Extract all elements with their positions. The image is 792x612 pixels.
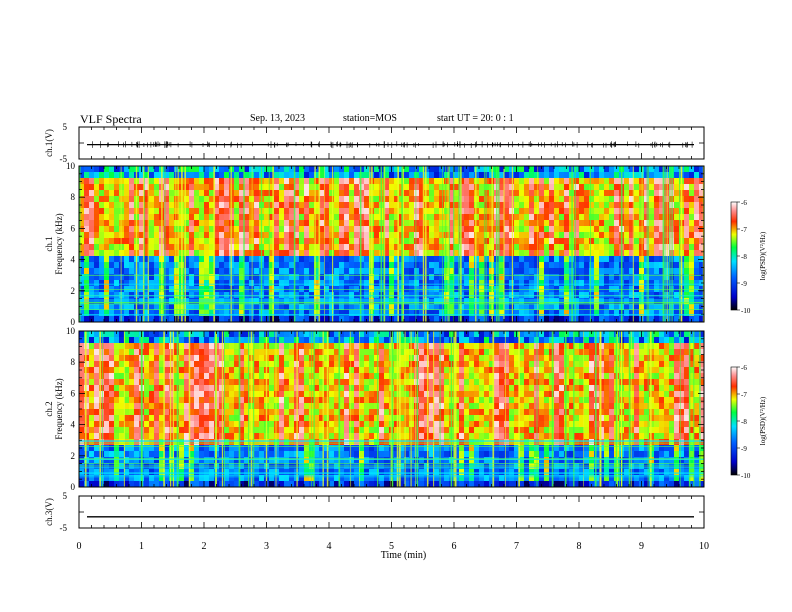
ch1-colorbar-tick--7: -7 <box>741 226 747 234</box>
ch2-colorbar-tick--8: -8 <box>741 418 747 426</box>
ch2spec-y-tick-8: 8 <box>71 357 76 367</box>
x-tick-label-5: 5 <box>389 541 394 552</box>
x-tick-label-1: 1 <box>139 541 144 552</box>
ch2spec-y-tick-2: 2 <box>71 451 76 461</box>
ch2spec-y-tick-0: 0 <box>71 482 76 492</box>
ch1-colorbar-label: log(PSD)(V²/Hz) <box>759 231 767 280</box>
ch1-y-axis-label: ch.1(V) <box>44 129 54 157</box>
ch1spec-panel-frame <box>78 165 705 323</box>
ch2spec-y-axis-label: Frequency (kHz) <box>54 378 64 439</box>
station-label: station=MOS <box>343 113 397 124</box>
ch2-colorbar-tick--6: -6 <box>741 364 747 372</box>
ch1-colorbar-tick--10: -10 <box>741 307 751 315</box>
ch1-colorbar-tick--9: -9 <box>741 280 747 288</box>
x-tick-label-4: 4 <box>327 541 332 552</box>
ch1-panel-frame <box>78 126 705 160</box>
x-tick-label-0: 0 <box>77 541 82 552</box>
ch1spec-channel-label: ch.1 <box>44 236 54 251</box>
ch1-colorbar-tick--6: -6 <box>741 199 747 207</box>
ch2-colorbar <box>730 366 738 476</box>
x-tick-label-9: 9 <box>639 541 644 552</box>
ch2spec-y-tick-4: 4 <box>71 420 76 430</box>
ch1-colorbar-tick--8: -8 <box>741 253 747 261</box>
x-tick-label-6: 6 <box>452 541 457 552</box>
ch1spec-y-tick-6: 6 <box>71 223 76 233</box>
ch2-spectrogram-image <box>79 331 705 488</box>
ch1spec-y-tick-4: 4 <box>71 255 76 265</box>
ch1spec-y-axis-label: Frequency (kHz) <box>54 213 64 274</box>
ch2spec-channel-label: ch.2 <box>44 401 54 416</box>
ch1-y-tick--5: -5 <box>60 154 68 164</box>
chart-title: VLF Spectra <box>80 112 142 126</box>
ch2spec-y-tick-10: 10 <box>66 326 76 336</box>
ch3-y-tick-5: 5 <box>63 491 68 501</box>
ch1spec-y-tick-2: 2 <box>71 286 76 296</box>
ch1-colorbar <box>730 201 738 311</box>
ch2spec-panel-frame <box>78 330 705 488</box>
ch2-colorbar-tick--7: -7 <box>741 391 747 399</box>
ch1spec-y-tick-0: 0 <box>71 317 76 327</box>
ch1-spectrogram-image <box>79 166 705 323</box>
ch3-y-axis-label: ch.3(V) <box>44 498 54 526</box>
ch1spec-y-tick-8: 8 <box>71 192 76 202</box>
ch1spec-y-tick-10: 10 <box>66 161 76 171</box>
x-tick-label-7: 7 <box>514 541 519 552</box>
x-tick-label-3: 3 <box>264 541 269 552</box>
x-tick-label-2: 2 <box>202 541 207 552</box>
start-time-label: start UT = 20: 0 : 1 <box>437 113 514 124</box>
ch3-panel-frame <box>78 495 705 529</box>
x-tick-label-8: 8 <box>577 541 582 552</box>
x-tick-label-10: 10 <box>699 541 709 552</box>
date-label: Sep. 13, 2023 <box>250 113 305 124</box>
ch2spec-y-tick-6: 6 <box>71 388 76 398</box>
x-axis-label: Time (min) <box>381 550 426 561</box>
ch2-colorbar-tick--9: -9 <box>741 445 747 453</box>
ch2-colorbar-label: log(PSD)(V²/Hz) <box>759 396 767 445</box>
ch1-y-tick-5: 5 <box>63 122 68 132</box>
ch2-colorbar-tick--10: -10 <box>741 472 751 480</box>
ch3-y-tick--5: -5 <box>60 523 68 533</box>
